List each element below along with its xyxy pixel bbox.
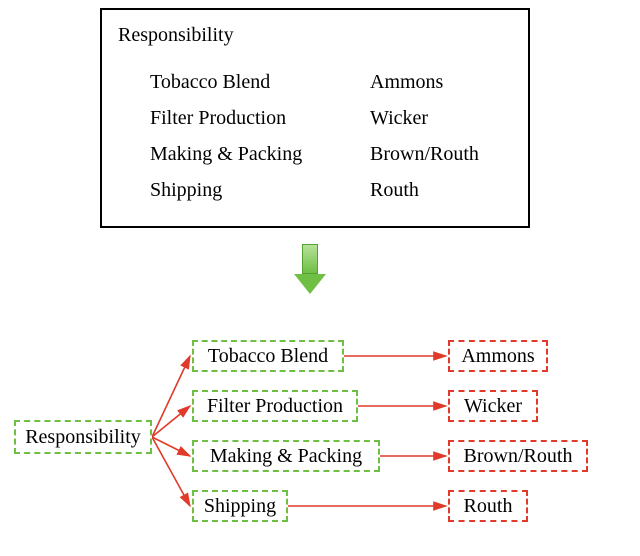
- node-right: Brown/Routh: [448, 440, 588, 472]
- top-col-processes: Tobacco BlendFilter ProductionMaking & P…: [150, 64, 302, 208]
- person-item: Brown/Routh: [370, 136, 479, 172]
- node-mid: Tobacco Blend: [192, 340, 344, 372]
- person-item: Wicker: [370, 100, 479, 136]
- node-mid: Making & Packing: [192, 440, 380, 472]
- process-item: Tobacco Blend: [150, 64, 302, 100]
- arrow-shaft: [302, 244, 318, 274]
- top-col-people: AmmonsWickerBrown/RouthRouth: [370, 64, 479, 208]
- edge: [152, 356, 190, 437]
- node-mid: Filter Production: [192, 390, 358, 422]
- node-right: Routh: [448, 490, 528, 522]
- process-item: Shipping: [150, 172, 302, 208]
- top-box-title: Responsibility: [118, 24, 234, 47]
- diagram-stage: Responsibility Tobacco BlendFilter Produ…: [0, 0, 640, 556]
- process-item: Making & Packing: [150, 136, 302, 172]
- person-item: Ammons: [370, 64, 479, 100]
- edge-group: [152, 356, 446, 506]
- node-right: Wicker: [448, 390, 538, 422]
- node-right: Ammons: [448, 340, 548, 372]
- edge: [152, 406, 190, 437]
- flow-arrow-down: [294, 244, 326, 294]
- node-mid: Shipping: [192, 490, 288, 522]
- edge: [152, 437, 190, 506]
- process-item: Filter Production: [150, 100, 302, 136]
- node-root: Responsibility: [14, 420, 152, 454]
- person-item: Routh: [370, 172, 479, 208]
- edge: [152, 437, 190, 456]
- arrow-head: [294, 274, 326, 294]
